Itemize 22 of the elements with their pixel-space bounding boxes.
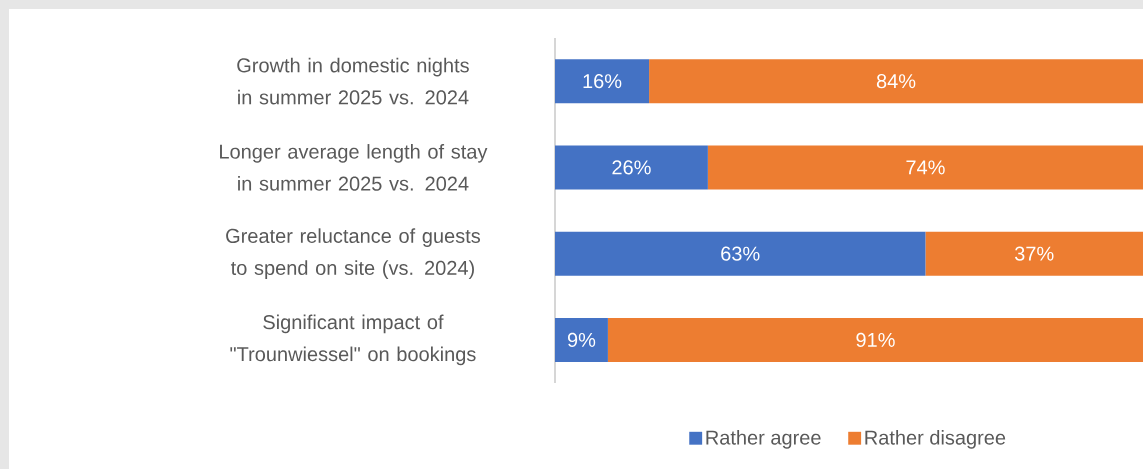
legend-label: Rather disagree xyxy=(865,430,1006,449)
data-label: 63% xyxy=(721,246,760,261)
bar xyxy=(707,145,1143,190)
data-label: 9% xyxy=(567,332,596,347)
bar xyxy=(555,231,926,276)
data-label: 37% xyxy=(1014,246,1054,261)
bar xyxy=(555,145,708,190)
legend-label: Rather agree xyxy=(706,430,821,449)
data-label: 91% xyxy=(856,332,895,347)
y-tick-label: Significant impact of "Trounwiessel" on bookings xyxy=(230,314,476,366)
bar xyxy=(607,317,1143,362)
data-label: 16% xyxy=(583,74,622,89)
bar xyxy=(555,59,650,104)
data-label: 84% xyxy=(876,74,916,89)
y-tick-label: Growth in domestic nights in summer 2025 vs. 2024 xyxy=(237,57,469,105)
bar xyxy=(649,59,1143,104)
data-label: 26% xyxy=(612,160,651,175)
data-label: 74% xyxy=(906,160,945,175)
bar xyxy=(925,231,1143,276)
y-tick-label: Greater reluctance of guests to spend on site (vs. 2024) xyxy=(226,228,481,279)
bar xyxy=(555,317,608,362)
y-tick-label: Longer average length of stay in summer 2025 vs. 2024 xyxy=(220,144,488,191)
